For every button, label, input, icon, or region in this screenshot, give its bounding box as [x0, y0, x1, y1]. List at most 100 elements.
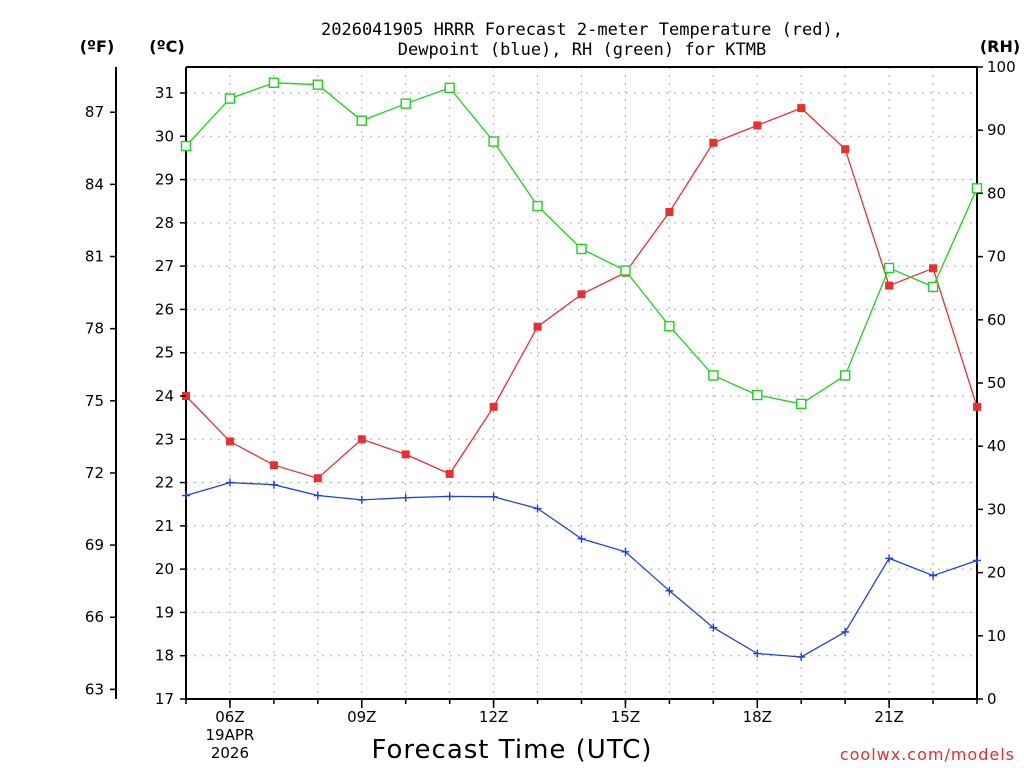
x-axis-title: Forecast Time (UTC): [371, 735, 652, 765]
x-tick-label: 21Z: [874, 708, 903, 726]
dewpoint-point: [401, 493, 410, 502]
2-meter-temperature-point: [313, 474, 322, 483]
dewpoint-point: [445, 492, 454, 501]
fahrenheit-tick-label: 84: [85, 175, 104, 193]
2-meter-temperature-point: [577, 290, 586, 299]
rh-tick-label: 90: [987, 121, 1006, 139]
x-tick-label: 15Z: [611, 708, 640, 726]
x-tick-label: 06Z: [215, 708, 244, 726]
celsius-tick-label: 26: [155, 300, 174, 318]
fahrenheit-tick-label: 69: [85, 536, 104, 554]
2-meter-temperature-point: [797, 104, 806, 113]
dewpoint-point: [489, 492, 498, 501]
2-meter-temperature-series: [182, 104, 981, 483]
chart-title: 2026041905 HRRR Forecast 2-meter Tempera…: [321, 20, 843, 60]
dewpoint-point: [182, 491, 190, 500]
rh-point: [268, 77, 280, 89]
dewpoint-point: [533, 504, 542, 513]
rh-point: [532, 200, 543, 212]
rh-unit-label: (RH): [980, 37, 1020, 56]
celsius-tick-label: 24: [155, 387, 174, 405]
fahrenheit-tick-label: 87: [85, 103, 104, 121]
2-meter-temperature-point: [269, 461, 278, 470]
dewpoint-point: [577, 534, 586, 543]
dewpoint-point: [885, 554, 894, 563]
tick-labels: 17 18 19 20 21 22 23 24 25 26 27 28 29 30 31 63 66 69 72 75…: [85, 58, 1016, 762]
dewpoint-point: [357, 495, 366, 504]
rh-point: [927, 281, 939, 293]
dewpoint-point: [313, 491, 322, 500]
celsius-tick-label: 20: [155, 560, 174, 578]
dewpoint-point: [225, 478, 234, 487]
dewpoint-point: [841, 627, 850, 636]
dewpoint-point: [929, 571, 938, 580]
rh-point: [180, 140, 192, 152]
rh-point: [312, 79, 324, 90]
2-meter-temperature-point: [533, 322, 542, 331]
rh-point: [620, 265, 631, 276]
fahrenheit-tick-label: 66: [85, 608, 104, 626]
fahrenheit-unit-label: (ºF): [80, 37, 115, 56]
rh-tick-label: 60: [987, 311, 1006, 329]
x-tick-label: 18Z: [743, 708, 772, 726]
rh-tick-label: 10: [987, 627, 1006, 645]
celsius-tick-label: 23: [155, 430, 174, 448]
rh-point: [796, 398, 807, 410]
rh-point: [224, 93, 236, 104]
x-tick-label: 12Z: [479, 708, 508, 726]
dewpoint-series: [182, 478, 981, 662]
dewpoint-point: [269, 480, 278, 489]
celsius-tick-label: 27: [155, 257, 174, 275]
rh-point: [488, 136, 499, 147]
grid-lines: [186, 67, 977, 699]
dewpoint-point: [621, 547, 630, 556]
credit-text: coolwx.com/models: [840, 745, 1015, 764]
rh-point: [883, 262, 895, 274]
dewpoint-point: [797, 653, 806, 662]
celsius-tick-label: 25: [155, 344, 174, 362]
fahrenheit-tick-label: 78: [85, 320, 104, 338]
rh-point: [752, 389, 763, 401]
rh-tick-label: 0: [987, 690, 997, 708]
rh-tick-label: 50: [987, 374, 1006, 392]
celsius-unit-label: (ºC): [149, 37, 184, 56]
x-tick-date-label: 19APR: [206, 726, 255, 744]
2-meter-temperature-point: [753, 121, 762, 130]
fahrenheit-tick-label: 72: [85, 464, 104, 482]
2-meter-temperature-point: [709, 138, 718, 147]
rh-point: [400, 98, 411, 109]
celsius-tick-label: 28: [155, 214, 174, 232]
dewpoint-point: [753, 649, 762, 658]
celsius-tick-label: 21: [155, 517, 174, 535]
rh-point: [839, 370, 851, 381]
celsius-tick-label: 19: [155, 603, 174, 621]
rh-point: [356, 115, 367, 126]
celsius-tick-label: 18: [155, 647, 174, 665]
x-tick-label: 09Z: [347, 708, 376, 726]
2-meter-temperature-point: [665, 208, 674, 217]
rh-point: [576, 243, 587, 255]
2-meter-temperature-point: [841, 145, 850, 154]
chart-title-line-2: Dewpoint (blue), RH (green) for KTMB: [398, 40, 766, 60]
celsius-tick-label: 29: [155, 171, 174, 189]
axes: [115, 66, 978, 700]
rh-tick-label: 40: [987, 437, 1006, 455]
rh-point: [708, 370, 719, 381]
x-tick-year-label: 2026: [211, 744, 249, 762]
data-series: [180, 77, 983, 662]
celsius-tick-label: 22: [155, 474, 174, 492]
rh-point: [444, 82, 455, 94]
rh-series: [180, 77, 983, 410]
rh-tick-label: 20: [987, 564, 1006, 582]
rh-point: [664, 320, 675, 332]
dewpoint-point: [973, 556, 981, 565]
rh-tick-label: 100: [987, 58, 1016, 76]
chart-title-line-1: 2026041905 HRRR Forecast 2-meter Tempera…: [321, 20, 843, 40]
2-meter-temperature-point: [445, 469, 454, 478]
2-meter-temperature-point: [929, 264, 938, 273]
fahrenheit-tick-label: 81: [85, 248, 104, 266]
fahrenheit-tick-label: 75: [85, 392, 104, 410]
2-meter-temperature-point: [489, 402, 498, 411]
dewpoint-point: [709, 623, 718, 632]
